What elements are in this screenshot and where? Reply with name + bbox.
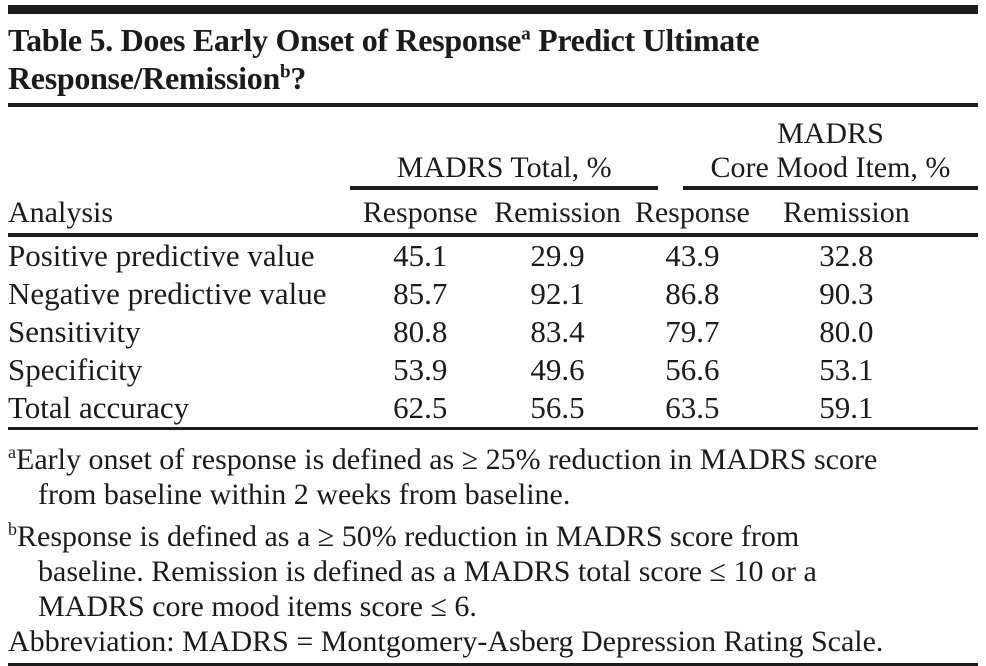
group-header-row: MADRS Total, % MADRS Core Mood Item, %: [8, 107, 978, 190]
top-thick-rule: [8, 5, 978, 14]
cell-value: 49.6: [530, 352, 585, 387]
group1-header-label: MADRS Total, %: [396, 151, 612, 184]
footnote-a-text-2: from baseline within 2 weeks from baseli…: [38, 478, 571, 511]
column-header-remission-core: Remission: [759, 190, 978, 237]
table-row-sensitivity: Sensitivity 80.8 83.4 79.7 80.0: [8, 313, 978, 351]
cell-value: 32.8: [819, 238, 874, 273]
cell-value: 80.0: [819, 314, 874, 349]
footnote-a-marker: a: [8, 442, 16, 462]
title-text-1: Table 5. Does Early Onset of Response: [8, 22, 522, 58]
table-row-specificity: Specificity 53.9 49.6 56.6 53.1: [8, 351, 978, 389]
cell-value: 56.6: [665, 352, 720, 387]
cell-value: 80.8: [393, 314, 448, 349]
row-label: Positive predictive value: [8, 238, 315, 273]
empty-header-cell: [8, 107, 350, 190]
column-header-response-total: Response: [350, 190, 491, 237]
cell-value: 45.1: [393, 238, 448, 273]
cell-value: 79.7: [665, 314, 720, 349]
table-row-negative-predictive-value: Negative predictive value 85.7 92.1 86.8…: [8, 275, 978, 313]
footnote-b-line-1: bResponse is defined as a ≥ 50% reductio…: [8, 512, 978, 554]
paper-table-figure: Table 5. Does Early Onset of Responsea P…: [0, 5, 986, 666]
column-header-row: Analysis Response Remission Response Rem…: [8, 190, 978, 237]
column-header-analysis: Analysis: [8, 190, 351, 237]
footnote-b-text-3: MADRS core mood items score ≤ 6.: [38, 590, 477, 623]
group2-header-line1: MADRS: [777, 117, 884, 150]
cell-value: 29.9: [530, 238, 585, 273]
abbreviation-line: Abbreviation: MADRS = Montgomery-Asberg …: [8, 624, 978, 659]
cell-value: 53.9: [393, 352, 448, 387]
row-label: Specificity: [8, 352, 143, 387]
table-row-positive-predictive-value: Positive predictive value 45.1 29.9 43.9…: [8, 235, 978, 275]
title-divider-rule: [8, 103, 978, 107]
cell-value: 56.5: [490, 389, 625, 430]
cell-value: 86.8: [665, 276, 720, 311]
title-superscript-b: b: [279, 61, 291, 83]
cell-value: 83.4: [530, 314, 585, 349]
footnote-b-line-2: baseline. Remission is defined as a MADR…: [8, 554, 978, 589]
cell-value: 90.3: [819, 276, 874, 311]
cell-value: 92.1: [530, 276, 585, 311]
footnote-b-line-3: MADRS core mood items score ≤ 6.: [8, 589, 978, 624]
footnote-a-text-1: Early onset of response is defined as ≥ …: [16, 443, 878, 476]
cell-value: 62.5: [350, 389, 491, 430]
cell-value: 85.7: [393, 276, 448, 311]
title-text-2: Predict Ultimate: [530, 22, 760, 58]
table-title: Table 5. Does Early Onset of Responsea P…: [8, 14, 978, 103]
footnote-a-line-1: aEarly onset of response is defined as ≥…: [8, 435, 978, 477]
footnote-b-text-1: Response is defined as a ≥ 50% reduction…: [17, 520, 800, 553]
row-label: Total accuracy: [8, 389, 351, 430]
group-header-madrs-total: MADRS Total, %: [350, 107, 658, 190]
title-text-3: Response/Remission: [8, 60, 280, 96]
footnote-a-line-2: from baseline within 2 weeks from baseli…: [8, 477, 978, 512]
row-label: Sensitivity: [8, 314, 141, 349]
results-table: MADRS Total, % MADRS Core Mood Item, % A…: [8, 107, 978, 430]
footnotes: aEarly onset of response is defined as ≥…: [8, 430, 978, 663]
cell-value: 43.9: [665, 238, 720, 273]
group2-header-line2: Core Mood Item, %: [710, 151, 951, 184]
footnote-b-text-2: baseline. Remission is defined as a MADR…: [38, 555, 817, 588]
column-header-remission-total: Remission: [490, 190, 625, 237]
cell-value: 63.5: [624, 389, 760, 430]
table-row-total-accuracy: Total accuracy 62.5 56.5 63.5 59.1: [8, 389, 978, 430]
cell-value: 59.1: [759, 389, 978, 430]
group-header-core-mood: MADRS Core Mood Item, %: [625, 107, 978, 190]
title-superscript-a: a: [521, 23, 531, 45]
footnote-b-marker: b: [8, 519, 17, 539]
row-label: Negative predictive value: [8, 276, 327, 311]
cell-value: 53.1: [819, 352, 874, 387]
column-header-response-core: Response: [624, 190, 760, 237]
abbreviation-text: Abbreviation: MADRS = Montgomery-Asberg …: [8, 625, 884, 658]
title-text-4: ?: [290, 60, 307, 96]
